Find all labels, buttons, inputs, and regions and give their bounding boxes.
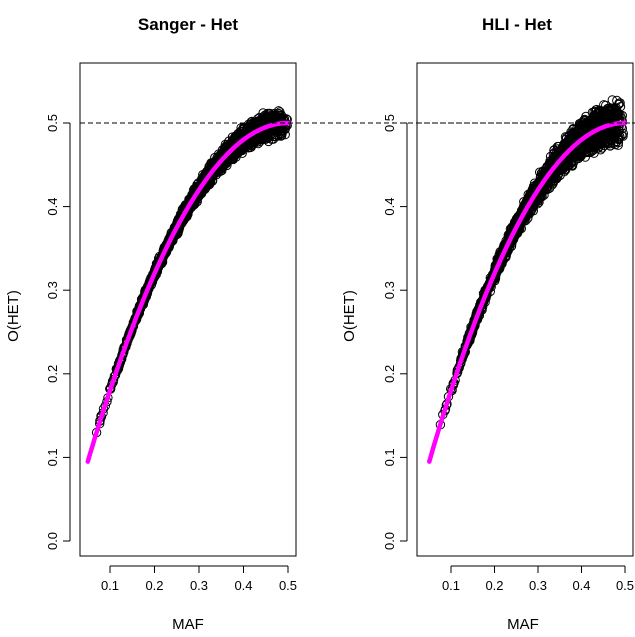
y-tick-label: 0.0 <box>45 532 60 550</box>
data-point <box>267 134 277 145</box>
scatter-points <box>435 95 628 430</box>
y-axis-label: O(HET) <box>5 290 22 342</box>
x-tick-label: 0.3 <box>190 578 208 593</box>
plot-area: 0.1 0.2 0.3 0.4 0.50.00.10.20.30.40.5 <box>382 62 635 593</box>
y-tick-label: 0.1 <box>45 448 60 466</box>
x-tick-label: 0.2 <box>145 578 163 593</box>
data-point <box>263 113 273 123</box>
data-point <box>256 114 266 124</box>
x-axis-label: MAF <box>172 616 204 633</box>
chart-panel-hli: HLI - Het MAF O(HET) 0.1 0.2 0.3 0.4 0.50.00… <box>341 15 635 633</box>
y-axis-label: O(HET) <box>341 290 358 342</box>
chart-title: Sanger - Het <box>138 15 238 34</box>
data-point <box>206 168 217 178</box>
x-tick-label: 0.5 <box>279 578 297 593</box>
data-point <box>247 121 257 131</box>
y-tick-label: 0.5 <box>45 114 60 132</box>
data-point <box>605 141 615 151</box>
chart-panel-sanger: Sanger - Het MAF O(HET) 0.1 0.2 0.3 0.4 0.5 0… <box>5 15 635 633</box>
plot-frame <box>79 62 297 557</box>
data-point <box>253 119 263 129</box>
y-tick-label: 0.4 <box>45 198 60 216</box>
y-tick-label: 0.3 <box>45 281 60 299</box>
data-point <box>277 130 287 141</box>
data-point <box>275 129 285 139</box>
x-tick-label: 0.1 <box>101 578 119 593</box>
x-axis-label: MAF <box>507 616 539 633</box>
data-point <box>268 111 278 121</box>
x-tick-label: 0.4 <box>234 578 252 593</box>
plot-area: 0.1 0.2 0.3 0.4 0.5 0.0 0.1 0.2 0.3 0.4 0.5 <box>45 62 635 593</box>
expected-het-curve <box>85 120 291 464</box>
chart-title: HLI - Het <box>482 15 552 34</box>
y-tick-label: 0.2 <box>45 365 60 383</box>
data-point <box>548 149 559 159</box>
data-point <box>226 153 237 164</box>
scatter-points <box>91 106 292 438</box>
data-point <box>249 137 260 147</box>
